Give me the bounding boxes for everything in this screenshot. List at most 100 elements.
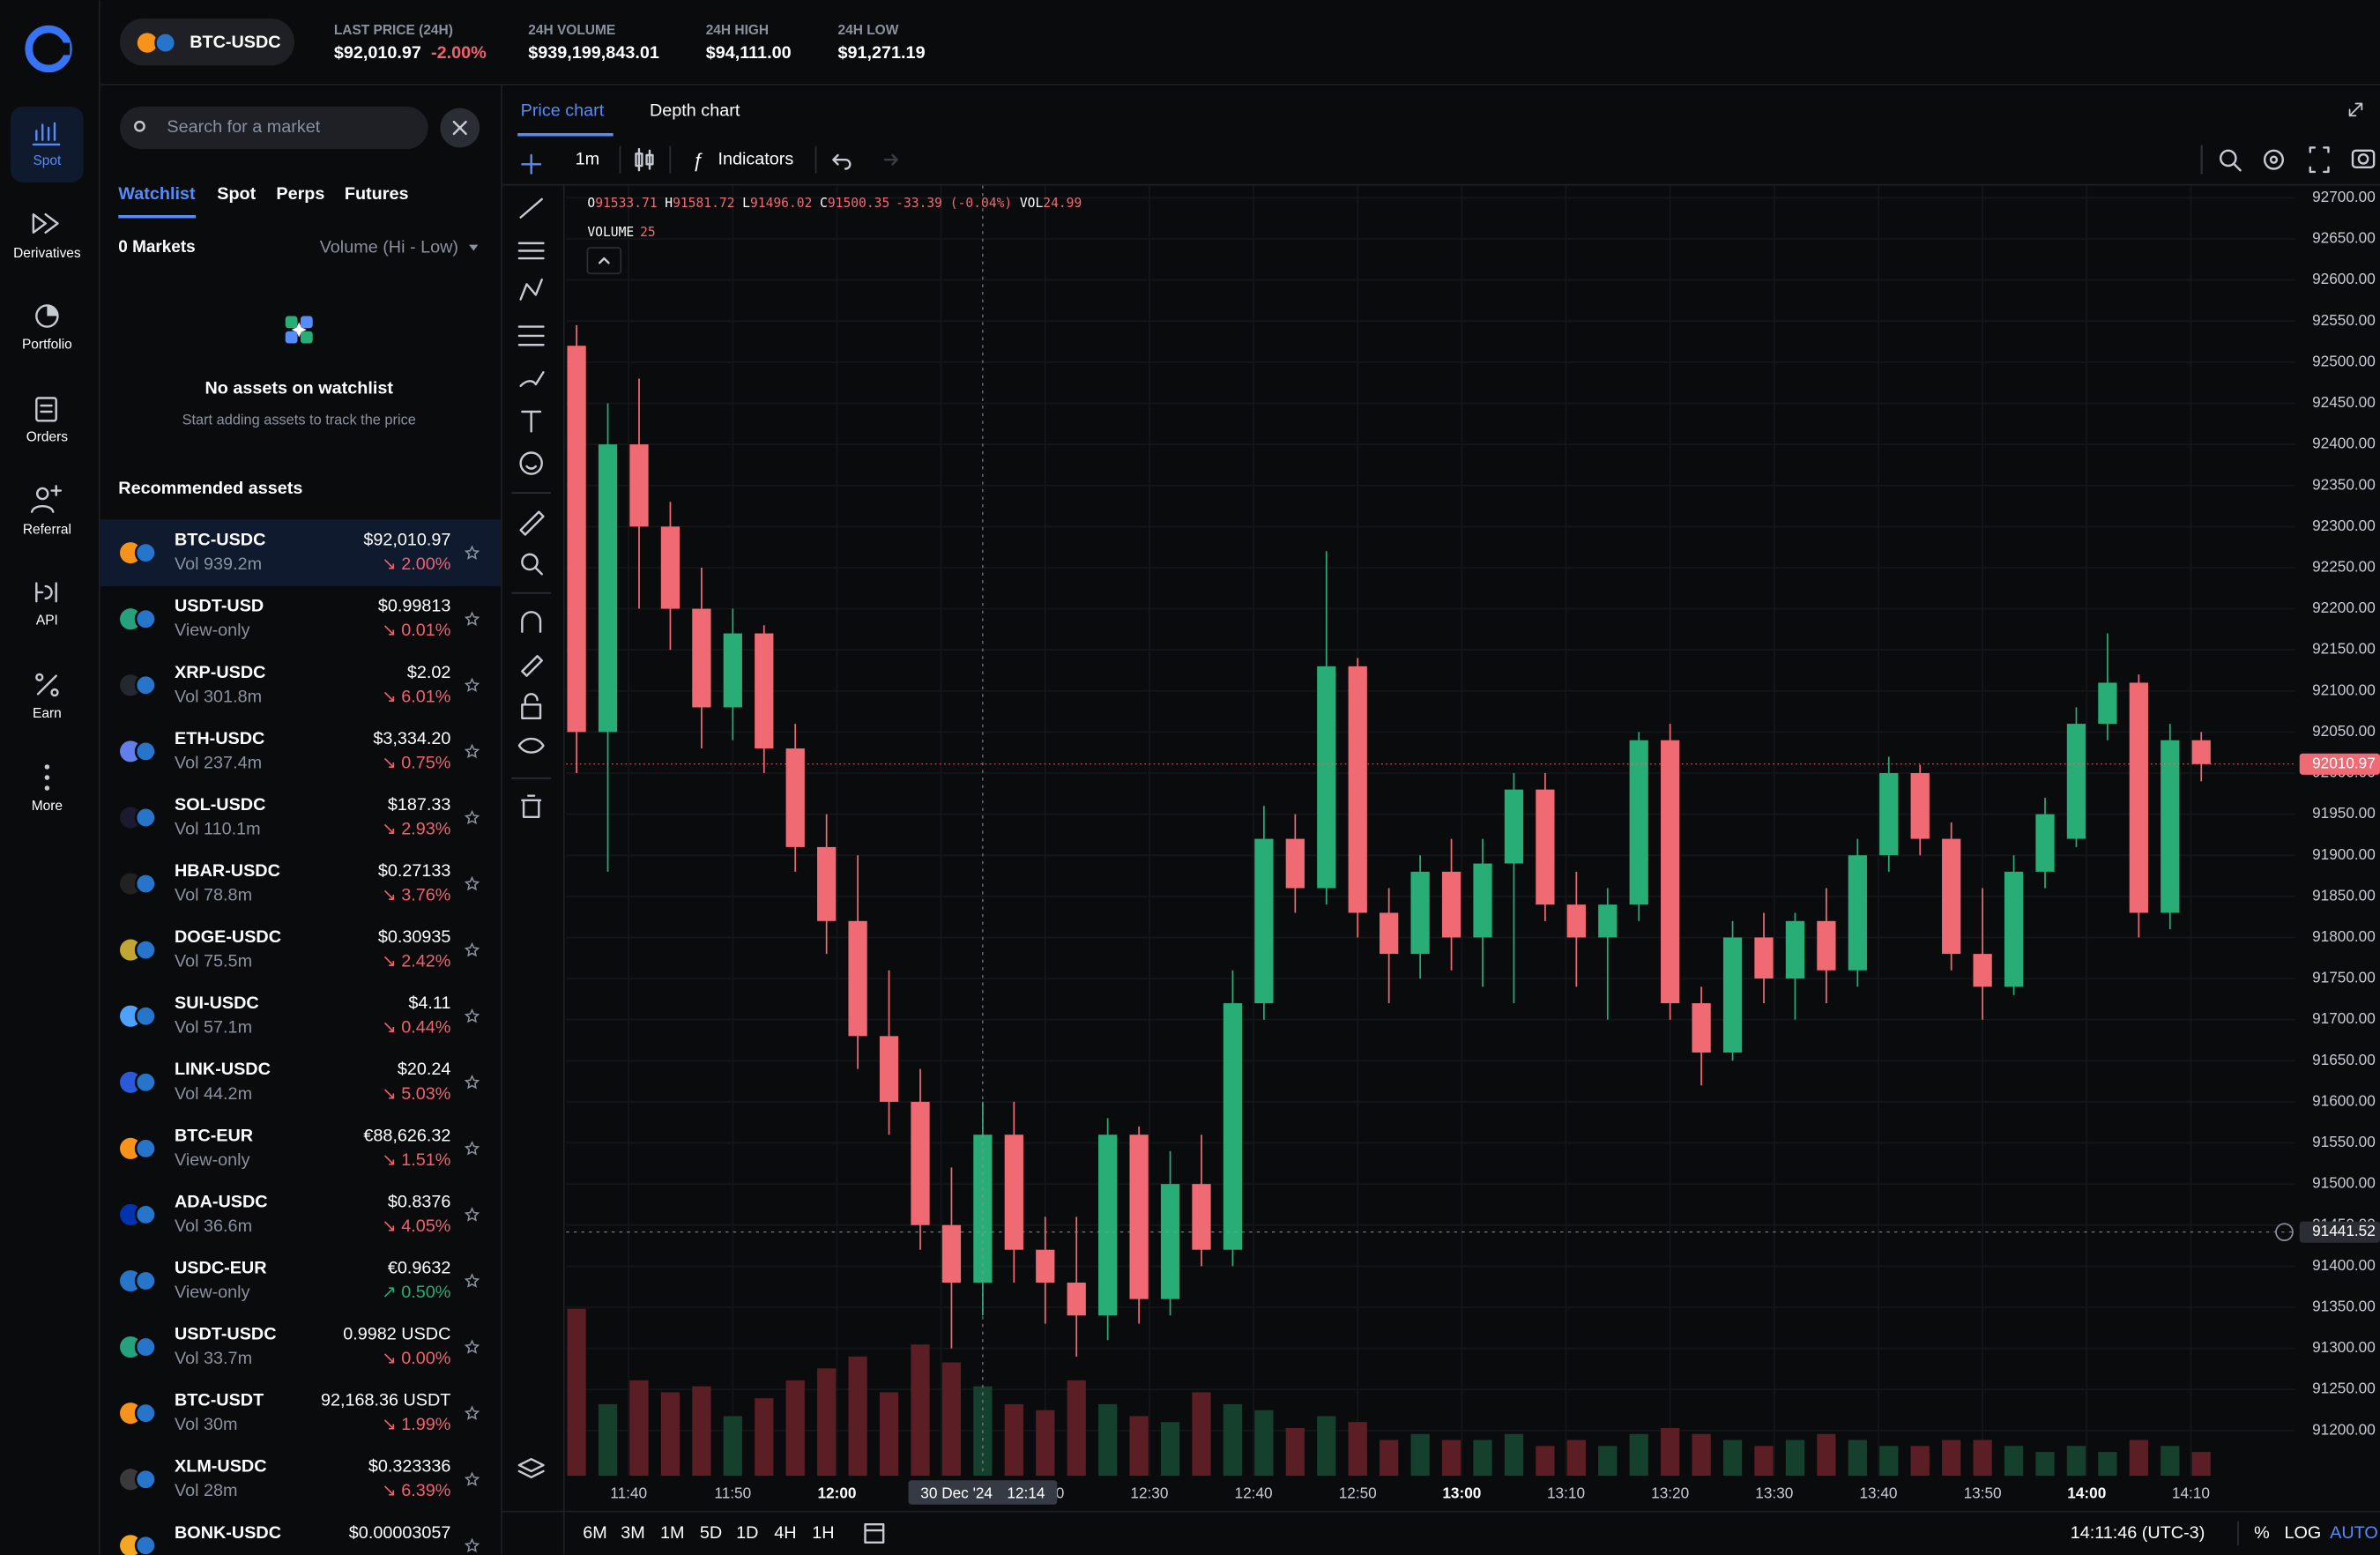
coin-icon xyxy=(137,33,158,53)
star[interactable] xyxy=(464,1207,480,1222)
expand-icon[interactable] xyxy=(2348,102,2363,117)
last-price-label: 92010.97 xyxy=(2312,754,2376,771)
market-row[interactable]: ADA-USDC Vol 36.6m $0.8376 ↘ 4.05% xyxy=(120,1192,480,1236)
star[interactable] xyxy=(464,545,480,560)
star[interactable] xyxy=(464,677,480,693)
toolbar-right[interactable] xyxy=(2200,145,2376,175)
market-row[interactable]: LINK-USDC Vol 44.2m $20.24 ↘ 5.03% xyxy=(120,1060,480,1104)
empty-title: No assets on watchlist xyxy=(205,378,394,398)
range-button[interactable]: 5D xyxy=(700,1523,722,1543)
auto-toggle[interactable]: AUTO xyxy=(2330,1523,2378,1543)
log-toggle[interactable]: LOG xyxy=(2285,1523,2322,1543)
search-box[interactable] xyxy=(120,106,428,150)
star[interactable] xyxy=(464,1537,480,1553)
range-button[interactable]: 4H xyxy=(774,1523,796,1543)
date-range-icon[interactable] xyxy=(864,1522,885,1544)
market-row[interactable]: BTC-EUR View-only €88,626.32 ↘ 1.51% xyxy=(120,1126,480,1170)
volume-bar xyxy=(1910,1446,1930,1477)
nav-item[interactable]: Earn xyxy=(33,706,62,721)
nav-item[interactable]: API xyxy=(36,614,58,629)
star[interactable] xyxy=(464,875,480,891)
volume-bar xyxy=(1817,1433,1836,1477)
volume-bar xyxy=(2035,1452,2055,1477)
range-button[interactable]: 3M xyxy=(621,1523,645,1543)
market-row[interactable]: XRP-USDC Vol 301.8m $2.02 ↘ 6.01% xyxy=(120,663,480,707)
header-stats: LAST PRICE (24H) $92,010.97 -2.00% 24H VOLU… xyxy=(334,23,926,63)
collapse-button[interactable] xyxy=(586,247,622,275)
market-row[interactable]: XLM-USDC Vol 28m $0.323336 ↘ 6.39% xyxy=(120,1457,480,1501)
candle-body xyxy=(1192,1184,1211,1250)
star[interactable] xyxy=(464,611,480,626)
volume-bar xyxy=(1317,1416,1336,1477)
star[interactable] xyxy=(464,1141,480,1156)
star[interactable] xyxy=(464,1008,480,1023)
candle-body xyxy=(1536,789,1555,905)
market-row[interactable]: ETH-USDC Vol 237.4m $3,334.20 ↘ 0.75% xyxy=(120,729,480,773)
market-row[interactable]: USDT-USD View-only $0.99813 ↘ 0.01% xyxy=(120,597,480,641)
nav-item[interactable]: More xyxy=(32,799,63,814)
volume: Vol 75.5m xyxy=(175,952,252,971)
star[interactable] xyxy=(464,1075,480,1090)
range-button[interactable]: 1D xyxy=(736,1523,758,1543)
range-button[interactable]: 1M xyxy=(660,1523,685,1543)
price: €88,626.32 xyxy=(363,1126,450,1145)
x-tick-label: 13:10 xyxy=(1547,1484,1585,1501)
percent-toggle[interactable]: % xyxy=(2254,1523,2270,1543)
legend-value: 91533.71 xyxy=(595,196,657,211)
nav-item[interactable]: Spot xyxy=(33,153,62,168)
tab[interactable]: Perps xyxy=(276,184,324,204)
nav-item[interactable]: Derivatives xyxy=(13,246,81,261)
star[interactable] xyxy=(464,1471,480,1486)
star[interactable] xyxy=(464,809,480,825)
undo[interactable] xyxy=(832,153,852,170)
market-row[interactable]: BONK-USDC $0.00003057 xyxy=(120,1523,480,1555)
market-row[interactable]: SOL-USDC Vol 110.1m $187.33 ↘ 2.93% xyxy=(120,795,480,839)
tab[interactable]: Watchlist xyxy=(118,184,196,204)
chart-tab[interactable]: Depth chart xyxy=(650,100,740,120)
market-row[interactable]: BTC-USDT Vol 30m 92,168.36 USDT ↘ 1.99% xyxy=(120,1391,480,1435)
volume-bar xyxy=(1098,1403,1118,1477)
y-tick-label: 92150.00 xyxy=(2312,640,2376,658)
star[interactable] xyxy=(464,1405,480,1420)
coin-icon xyxy=(120,542,142,564)
tab[interactable]: Futures xyxy=(345,184,409,204)
change: ↘ 1.51% xyxy=(382,1150,450,1170)
market-row[interactable]: BTC-USDC Vol 939.2m $92,010.97 ↘ 2.00% xyxy=(120,531,480,575)
candle-body xyxy=(2191,740,2211,764)
stat-change: -2.00% xyxy=(431,43,487,63)
drawing-tools[interactable] xyxy=(517,153,545,1479)
chart-tab[interactable]: Price chart xyxy=(521,100,605,120)
tab[interactable]: Spot xyxy=(217,184,256,204)
interval[interactable]: 1m xyxy=(576,149,600,168)
add-alert[interactable] xyxy=(2275,1223,2294,1241)
volume-bar xyxy=(1441,1440,1461,1477)
market-row[interactable]: SUI-USDC Vol 57.1m $4.11 ↘ 0.44% xyxy=(120,993,480,1038)
star[interactable] xyxy=(464,941,480,957)
nav-item[interactable]: Portfolio xyxy=(22,337,72,352)
market-row[interactable]: HBAR-USDC Vol 78.8m $0.27133 ↘ 3.76% xyxy=(120,861,480,905)
pair: ETH-USDC xyxy=(175,729,264,748)
coin-icon xyxy=(120,1336,142,1358)
star[interactable] xyxy=(464,1273,480,1288)
market-row[interactable]: DOGE-USDC Vol 75.5m $0.30935 ↘ 2.42% xyxy=(120,927,480,971)
indicators[interactable]: Indicators xyxy=(718,149,793,168)
candle-body xyxy=(1285,838,1305,889)
range-button[interactable]: 6M xyxy=(583,1523,607,1543)
market-row[interactable]: USDT-USDC Vol 33.7m 0.9982 USDC ↘ 0.00% xyxy=(120,1325,480,1369)
market-row[interactable]: USDC-EUR View-only €0.9632 ↗ 0.50% xyxy=(120,1258,480,1302)
ohlc-legend: O91533.71 H91581.72 L91496.02 C91500.35 -33.… xyxy=(587,196,1082,211)
volume: Vol 33.7m xyxy=(175,1349,252,1368)
star[interactable] xyxy=(464,1339,480,1354)
nav-item[interactable]: Orders xyxy=(26,429,69,444)
star[interactable] xyxy=(464,743,480,759)
redo[interactable] xyxy=(883,153,898,166)
price: 92,168.36 USDT xyxy=(321,1391,450,1410)
change: ↘ 6.39% xyxy=(382,1481,450,1500)
range-button[interactable]: 1H xyxy=(812,1523,834,1543)
y-tick-label: 92050.00 xyxy=(2312,722,2376,740)
sort[interactable]: Volume (Hi - Low) xyxy=(320,237,458,257)
pair-pill[interactable] xyxy=(120,19,295,66)
nav-item[interactable]: Referral xyxy=(23,522,71,537)
candle-body xyxy=(660,526,681,609)
chart-type-icon[interactable] xyxy=(635,147,654,172)
